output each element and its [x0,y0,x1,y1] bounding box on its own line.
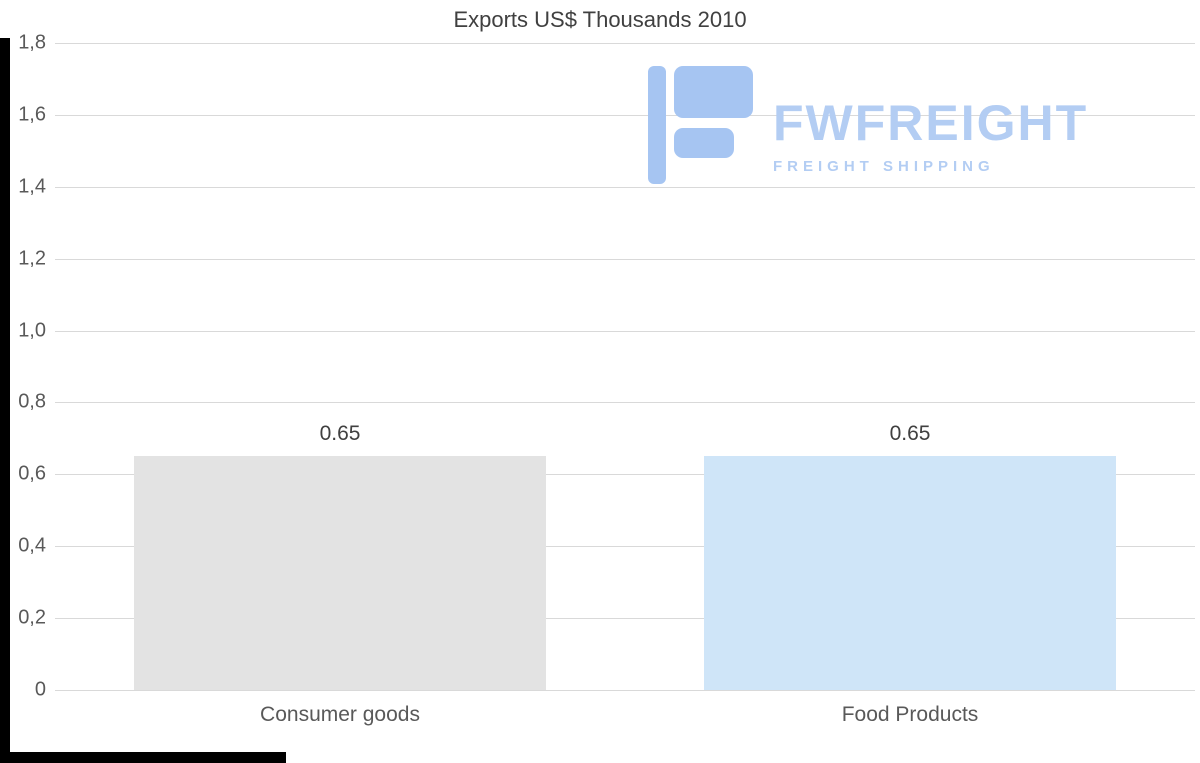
gridline [55,330,1195,332]
bottom-edge-black-bar [0,752,286,763]
gridline [55,690,1195,691]
gridline [55,258,1195,260]
gridline [55,402,1195,404]
y-axis-tick-label: 0 [34,678,46,701]
y-axis-tick-label: 1,6 [18,103,46,126]
fwfreight-logo-icon [648,66,753,184]
gridline [55,186,1195,188]
y-axis-tick-label: 0,2 [18,606,46,629]
y-axis-tick-label: 1,0 [18,319,46,342]
gridline [55,474,1195,476]
plot-area: 0.65 0.65 [55,43,1195,691]
y-axis-tick-label: 0,4 [18,534,46,557]
gridline [55,618,1195,620]
y-axis-tick-label: 0,6 [18,462,46,485]
gridline [55,43,1195,44]
watermark: FWFREIGHT FREIGHT SHIPPING [648,66,1095,184]
brand-name: FWFREIGHT [773,95,1089,151]
x-category-label: Consumer goods [260,703,420,726]
x-axis: Consumer goods Food Products [55,703,1195,737]
y-axis-tick-label: 1,4 [18,175,46,198]
y-axis-tick-label: 1,8 [18,31,46,54]
bar-value-label: 0.65 [319,422,361,446]
y-axis-tick-label: 0,8 [18,390,46,413]
gridline [55,546,1195,548]
gridline [55,114,1195,116]
y-axis-tick-label: 1,2 [18,247,46,270]
chart-title: Exports US$ Thousands 2010 [453,7,747,32]
bar-food-products [703,456,1117,690]
brand-tagline: FREIGHT SHIPPING [773,158,995,175]
bar-consumer-goods [133,456,547,690]
left-edge-black-bar [0,38,10,763]
y-axis: 1,8 1,6 1,4 1,2 1,0 0,8 0,6 0,4 0,2 0 [0,32,46,701]
watermark-text: FWFREIGHT FREIGHT SHIPPING [773,66,1095,175]
bar-value-label: 0.65 [889,422,931,446]
x-category-label: Food Products [841,703,979,726]
